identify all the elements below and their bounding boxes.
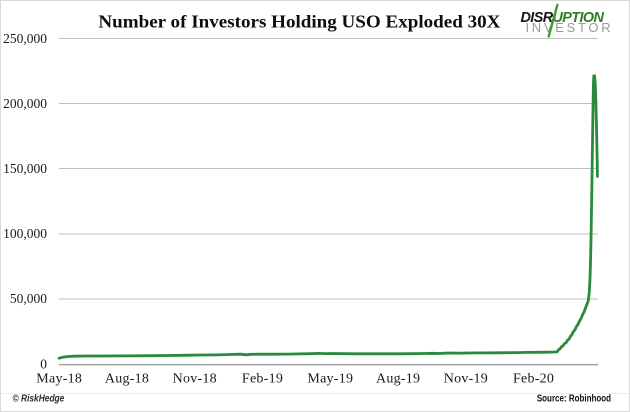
svg-text:200,000: 200,000 [3, 96, 47, 111]
svg-text:Nov-19: Nov-19 [444, 371, 488, 386]
svg-text:Feb-20: Feb-20 [513, 371, 554, 386]
svg-text:100,000: 100,000 [3, 226, 47, 241]
svg-text:Number of Investors Holding US: Number of Investors Holding USO Exploded… [98, 12, 500, 32]
svg-text:Aug-19: Aug-19 [376, 371, 420, 386]
svg-text:Aug-18: Aug-18 [105, 371, 149, 386]
svg-text:250,000: 250,000 [3, 31, 47, 46]
svg-text:INVESTOR: INVESTOR [526, 20, 614, 35]
svg-text:0: 0 [40, 356, 47, 371]
svg-text:50,000: 50,000 [10, 291, 47, 306]
svg-text:DISRUPTION: DISRUPTION [521, 10, 605, 26]
svg-text:May-19: May-19 [307, 371, 353, 386]
svg-text:May-18: May-18 [36, 371, 82, 386]
svg-text:Source: Robinhood: Source: Robinhood [537, 393, 611, 404]
svg-text:150,000: 150,000 [3, 161, 47, 176]
svg-text:Nov-18: Nov-18 [173, 371, 217, 386]
svg-text:Feb-19: Feb-19 [242, 371, 283, 386]
svg-text:© RiskHedge: © RiskHedge [13, 393, 65, 404]
